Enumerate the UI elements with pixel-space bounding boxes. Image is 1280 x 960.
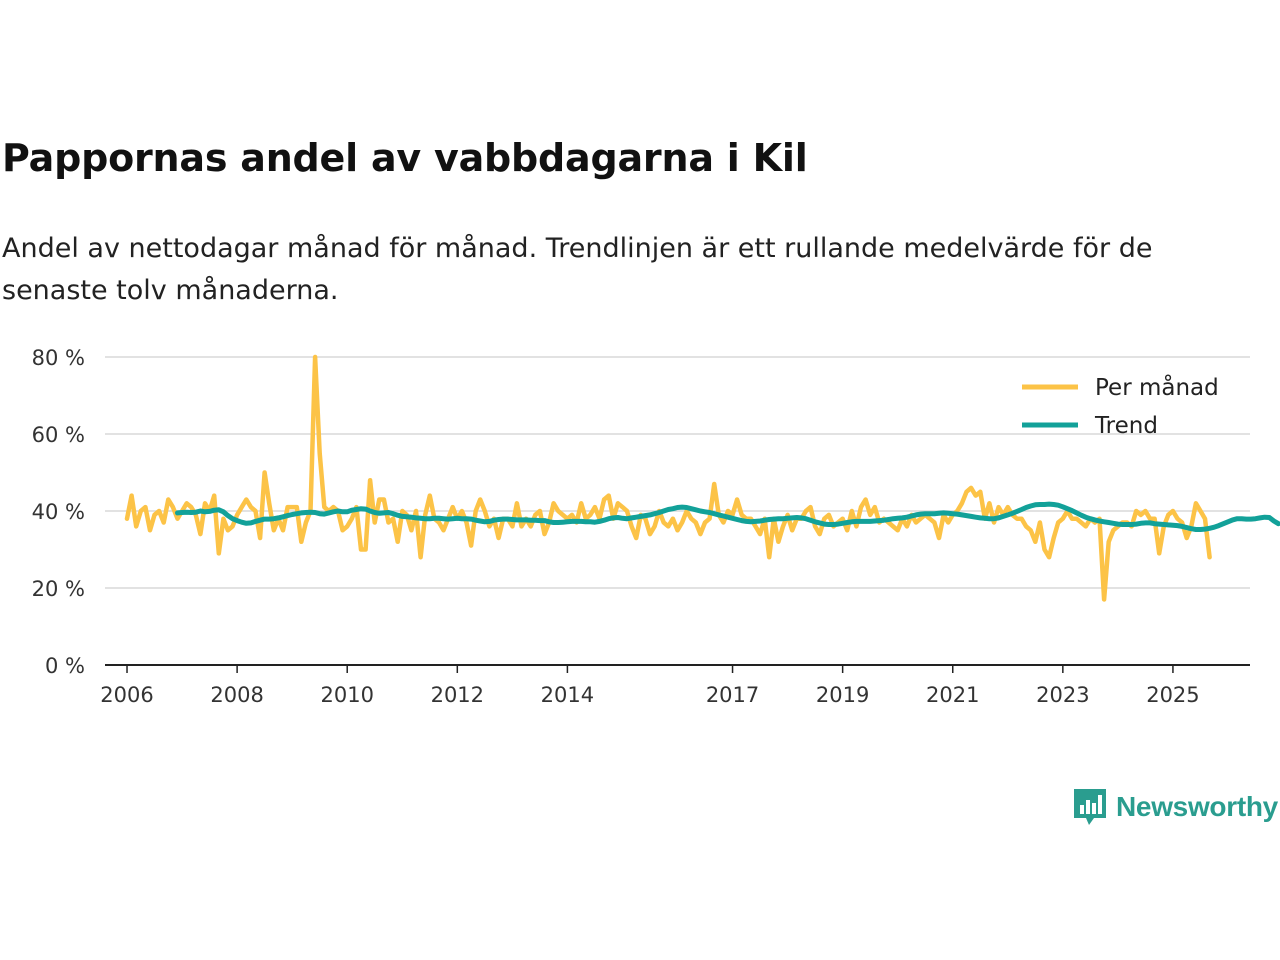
chart-title: Pappornas andel av vabbdagarna i Kil (2, 136, 808, 180)
x-tick-label: 2006 (100, 683, 153, 707)
y-tick-label: 40 % (32, 500, 85, 524)
x-axis-ticks: 2006 2008 2010 2012 2014 2017 2019 2021 2023 2025 (100, 665, 1200, 707)
newsworthy-logo-icon (1074, 789, 1106, 825)
legend-label-per-manad: Per månad (1095, 373, 1219, 401)
chart-subtitle: Andel av nettodagar månad för månad. Tre… (2, 233, 1153, 306)
series-line-per-manad (124, 354, 1212, 602)
x-tick-label: 2023 (1036, 683, 1089, 707)
x-tick-label: 2008 (210, 683, 263, 707)
y-tick-label: 20 % (32, 577, 85, 601)
legend-label-trend: Trend (1094, 413, 1158, 439)
series-line-trend (175, 501, 1280, 532)
brand-name: Newsworthy (1116, 791, 1278, 822)
y-tick-label: 60 % (32, 423, 85, 447)
x-tick-label: 2010 (320, 683, 373, 707)
x-tick-label: 2019 (816, 683, 869, 707)
x-tick-label: 2014 (541, 683, 594, 707)
x-tick-label: 2025 (1146, 683, 1199, 707)
x-tick-label: 2017 (706, 683, 759, 707)
newsworthy-brand[interactable]: Newsworthy (1072, 786, 1278, 828)
x-tick-label: 2012 (431, 683, 484, 707)
legend: Per månad Trend (1022, 373, 1219, 439)
grid-lines (105, 356, 1250, 589)
y-tick-label: 80 % (32, 346, 85, 370)
series-lines (124, 354, 1280, 602)
x-tick-label: 2021 (926, 683, 979, 707)
y-axis-tick-labels: 0 % 20 % 40 % 60 % 80 % (32, 346, 85, 678)
y-tick-label: 0 % (45, 654, 85, 678)
